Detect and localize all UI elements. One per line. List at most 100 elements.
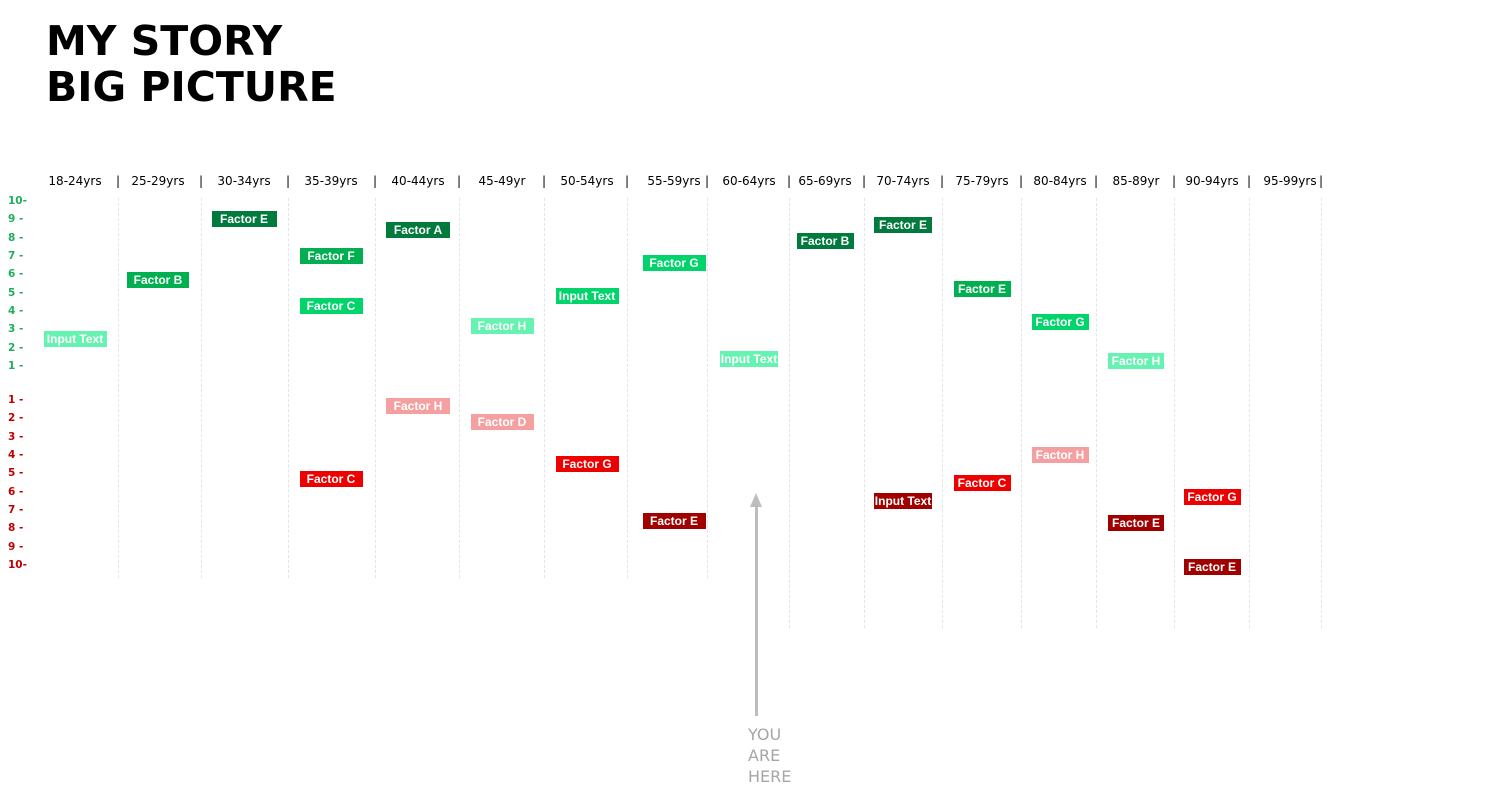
age-band-header: 85-89yr xyxy=(1112,174,1160,188)
column-separator: | xyxy=(285,174,291,188)
title-line-1: MY STORY xyxy=(46,17,283,65)
negative-factor-box: Factor E xyxy=(1183,558,1241,575)
negative-factor-box: Factor C xyxy=(299,470,363,487)
positive-scale-label: 2 - xyxy=(8,341,24,354)
negative-factor-box: Factor G xyxy=(555,456,619,473)
age-band-header: 95-99yrs xyxy=(1263,174,1317,188)
negative-scale-label: 6 - xyxy=(8,485,24,498)
column-separator: | xyxy=(861,174,867,188)
negative-scale-label: 9 - xyxy=(8,540,24,553)
marker-line-1: YOU xyxy=(748,725,782,744)
positive-scale-label: 3 - xyxy=(8,323,24,336)
negative-scale-label: 10- xyxy=(8,559,27,571)
negative-scale-label: 8 - xyxy=(8,522,24,535)
age-band-header: 30-34yrs xyxy=(217,174,271,188)
age-band-header: 70-74yrs xyxy=(876,174,930,188)
positive-scale-label: 10- xyxy=(8,195,27,207)
column-separator: | xyxy=(1318,174,1324,188)
column-separator: | xyxy=(624,174,630,188)
title-line-2: BIG PICTURE xyxy=(46,63,337,111)
negative-factor-box: Factor G xyxy=(1183,489,1241,506)
age-band-header: 60-64yrs xyxy=(722,174,776,188)
you-are-here-arrow-shaft xyxy=(755,506,758,716)
column-guide-line xyxy=(1249,198,1250,628)
positive-factor-box: Factor F xyxy=(299,248,363,264)
positive-factor-box: Factor A xyxy=(386,222,450,239)
negative-scale-label: 5 - xyxy=(8,467,24,480)
negative-factor-box: Factor D xyxy=(470,414,534,430)
positive-factor-box: Factor G xyxy=(1031,314,1089,330)
positive-factor-box: Factor B xyxy=(127,271,189,288)
column-guide-line xyxy=(627,198,628,578)
age-band-header: 25-29yrs xyxy=(131,174,185,188)
marker-line-2: ARE xyxy=(748,746,781,765)
column-guide-line xyxy=(864,198,865,628)
negative-scale-label: 2 - xyxy=(8,412,24,425)
column-separator: | xyxy=(372,174,378,188)
column-separator: | xyxy=(198,174,204,188)
age-band-header: 65-69yrs xyxy=(798,174,852,188)
column-guide-line xyxy=(707,198,708,578)
positive-scale-label: 9 - xyxy=(8,213,24,226)
column-guide-line xyxy=(375,198,376,578)
column-guide-line xyxy=(201,198,202,578)
you-are-here-label: YOU ARE HERE xyxy=(748,724,791,787)
column-separator: | xyxy=(786,174,792,188)
age-band-header: 90-94yrs xyxy=(1185,174,1239,188)
column-guide-line xyxy=(789,198,790,628)
positive-scale-label: 1 - xyxy=(8,360,24,372)
negative-factor-box: Factor E xyxy=(642,513,706,529)
negative-factor-box: Input Text xyxy=(874,492,932,509)
page-title: MY STORY BIG PICTURE xyxy=(46,18,337,110)
positive-scale-label: 6 - xyxy=(8,268,24,281)
positive-factor-box: Factor H xyxy=(1108,352,1164,369)
age-band-header: 75-79yrs xyxy=(955,174,1009,188)
column-guide-line xyxy=(1021,198,1022,628)
positive-scale-label: 4 - xyxy=(8,305,24,317)
age-band-header: 40-44yrs xyxy=(391,174,445,188)
age-band-header: 50-54yrs xyxy=(560,174,614,188)
negative-scale-label: 3 - xyxy=(8,430,24,443)
positive-factor-box: Factor H xyxy=(470,317,534,334)
column-guide-line xyxy=(544,198,545,578)
age-band-header: 18-24yrs xyxy=(48,174,102,188)
column-separator: | xyxy=(1093,174,1099,188)
column-separator: | xyxy=(1018,174,1024,188)
column-guide-line xyxy=(1096,198,1097,628)
age-band-header: 55-59yrs xyxy=(647,174,701,188)
negative-factor-box: Factor C xyxy=(953,474,1011,491)
positive-factor-box: Input Text xyxy=(43,330,107,347)
column-separator: | xyxy=(115,174,121,188)
age-band-header: 80-84yrs xyxy=(1033,174,1087,188)
positive-factor-box: Input Text xyxy=(720,350,778,367)
column-guide-line xyxy=(1321,198,1322,628)
negative-scale-label: 4 - xyxy=(8,449,24,461)
negative-scale-label: 7 - xyxy=(8,504,24,516)
column-guide-line xyxy=(288,198,289,578)
positive-factor-box: Factor C xyxy=(299,297,363,314)
age-band-header: 35-39yrs xyxy=(304,174,358,188)
positive-scale-label: 7 - xyxy=(8,250,24,262)
column-separator: | xyxy=(704,174,710,188)
positive-scale-label: 8 - xyxy=(8,231,24,244)
column-guide-line xyxy=(942,198,943,628)
column-guide-line xyxy=(118,198,119,578)
positive-factor-box: Factor E xyxy=(211,211,277,228)
negative-factor-box: Factor H xyxy=(386,397,450,414)
negative-factor-box: Factor H xyxy=(1031,447,1089,463)
negative-factor-box: Factor E xyxy=(1108,514,1164,531)
column-separator: | xyxy=(1171,174,1177,188)
positive-factor-box: Input Text xyxy=(555,288,619,305)
negative-scale-label: 1 - xyxy=(8,394,24,406)
positive-factor-box: Factor E xyxy=(953,281,1011,297)
column-guide-line xyxy=(1174,198,1175,628)
arrow-up-icon xyxy=(750,493,762,507)
marker-line-3: HERE xyxy=(748,767,792,786)
column-separator: | xyxy=(456,174,462,188)
age-band-header: 45-49yr xyxy=(478,174,526,188)
column-separator: | xyxy=(939,174,945,188)
positive-factor-box: Factor B xyxy=(796,233,854,250)
column-guide-line xyxy=(459,198,460,578)
positive-factor-box: Factor E xyxy=(874,216,932,233)
positive-factor-box: Factor G xyxy=(642,255,706,272)
